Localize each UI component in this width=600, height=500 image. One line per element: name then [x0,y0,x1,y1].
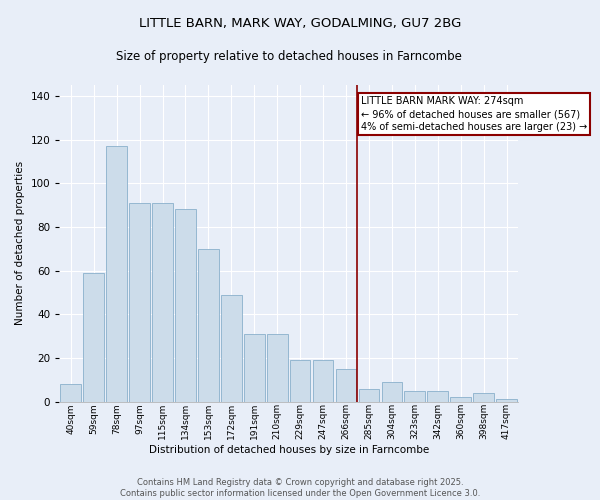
Bar [382,382,402,402]
Y-axis label: Number of detached properties: Number of detached properties [15,162,25,326]
Bar [359,388,379,402]
Bar [335,369,356,402]
Bar [427,391,448,402]
Bar [198,249,219,402]
Bar [313,360,334,402]
Bar [244,334,265,402]
Bar [473,393,494,402]
Text: LITTLE BARN MARK WAY: 274sqm
← 96% of detached houses are smaller (567)
4% of se: LITTLE BARN MARK WAY: 274sqm ← 96% of de… [361,96,587,132]
Bar [106,146,127,402]
Title: Size of property relative to detached houses in Farncombe: Size of property relative to detached ho… [116,50,461,63]
Bar [83,273,104,402]
Bar [61,384,81,402]
Text: Contains HM Land Registry data © Crown copyright and database right 2025.
Contai: Contains HM Land Registry data © Crown c… [120,478,480,498]
Text: LITTLE BARN, MARK WAY, GODALMING, GU7 2BG: LITTLE BARN, MARK WAY, GODALMING, GU7 2B… [139,18,461,30]
Bar [290,360,310,402]
Bar [152,203,173,402]
Bar [175,210,196,402]
Bar [496,400,517,402]
Bar [129,203,150,402]
Bar [221,294,242,402]
Bar [404,391,425,402]
Bar [451,398,471,402]
X-axis label: Distribution of detached houses by size in Farncombe: Distribution of detached houses by size … [149,445,429,455]
Bar [267,334,287,402]
